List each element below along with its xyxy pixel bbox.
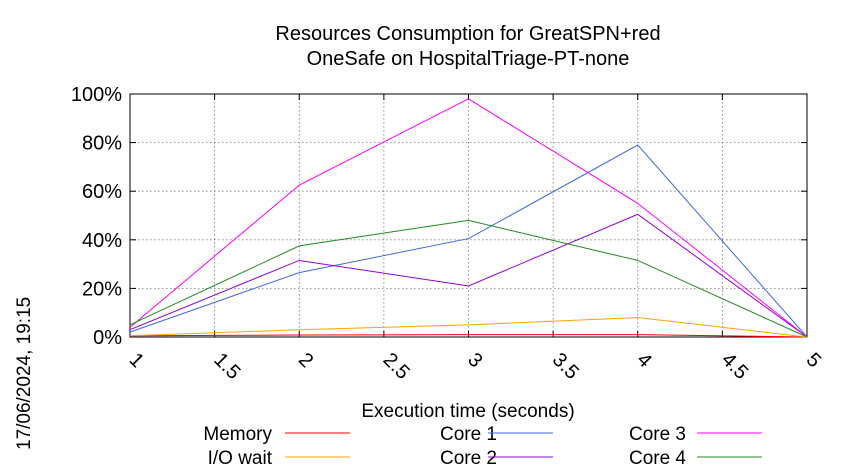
- x-tick-label: 4: [632, 349, 655, 372]
- x-tick-label: 2: [294, 349, 317, 372]
- grid: [130, 94, 807, 337]
- legend-label: I/O wait: [208, 448, 273, 469]
- legend-label: Core 3: [629, 424, 686, 445]
- series-lines: [129, 98, 808, 338]
- series-line-core-4: [129, 219, 808, 338]
- legend: Memory I/O wait Core 1 Core 2 Core 3 Core 4: [203, 424, 762, 469]
- x-tick-label: 4.5: [717, 349, 752, 384]
- series-line-core-3: [129, 98, 808, 338]
- axis-ticks: 0% 20% 40% 60% 80% 100% 1 1.5 2 2.5 3 3.5 4 4.5 5: [71, 84, 825, 384]
- series-line-i-o-wait: [129, 317, 808, 338]
- chart-title: Resources Consumption for GreatSPN+red: [275, 23, 660, 45]
- y-tick-label: 40%: [82, 230, 122, 252]
- timestamp: 17/06/2024, 19:15: [14, 297, 35, 450]
- y-tick-label: 80%: [82, 133, 122, 155]
- series-line-memory: [129, 334, 808, 338]
- x-tick-label: 2.5: [379, 349, 414, 384]
- legend-label: Core 2: [440, 448, 497, 469]
- x-tick-label: 3.5: [548, 349, 583, 384]
- y-tick-label: 60%: [82, 181, 122, 203]
- y-tick-label: 100%: [71, 84, 122, 106]
- series-line-core-1: [129, 144, 808, 338]
- x-tick-label: 1.5: [209, 349, 244, 384]
- series-line-core-2: [129, 213, 808, 338]
- legend-label: Memory: [203, 424, 272, 445]
- chart-subtitle: OneSafe on HospitalTriage-PT-none: [307, 48, 630, 70]
- legend-label: Core 1: [440, 424, 497, 445]
- y-tick-label: 20%: [82, 278, 122, 300]
- legend-label: Core 4: [629, 448, 686, 469]
- x-axis-label: Execution time (seconds): [361, 401, 574, 422]
- x-tick-label: 1: [125, 349, 148, 372]
- x-tick-label: 5: [802, 349, 825, 372]
- x-tick-label: 3: [463, 349, 486, 372]
- y-tick-label: 0%: [93, 327, 122, 349]
